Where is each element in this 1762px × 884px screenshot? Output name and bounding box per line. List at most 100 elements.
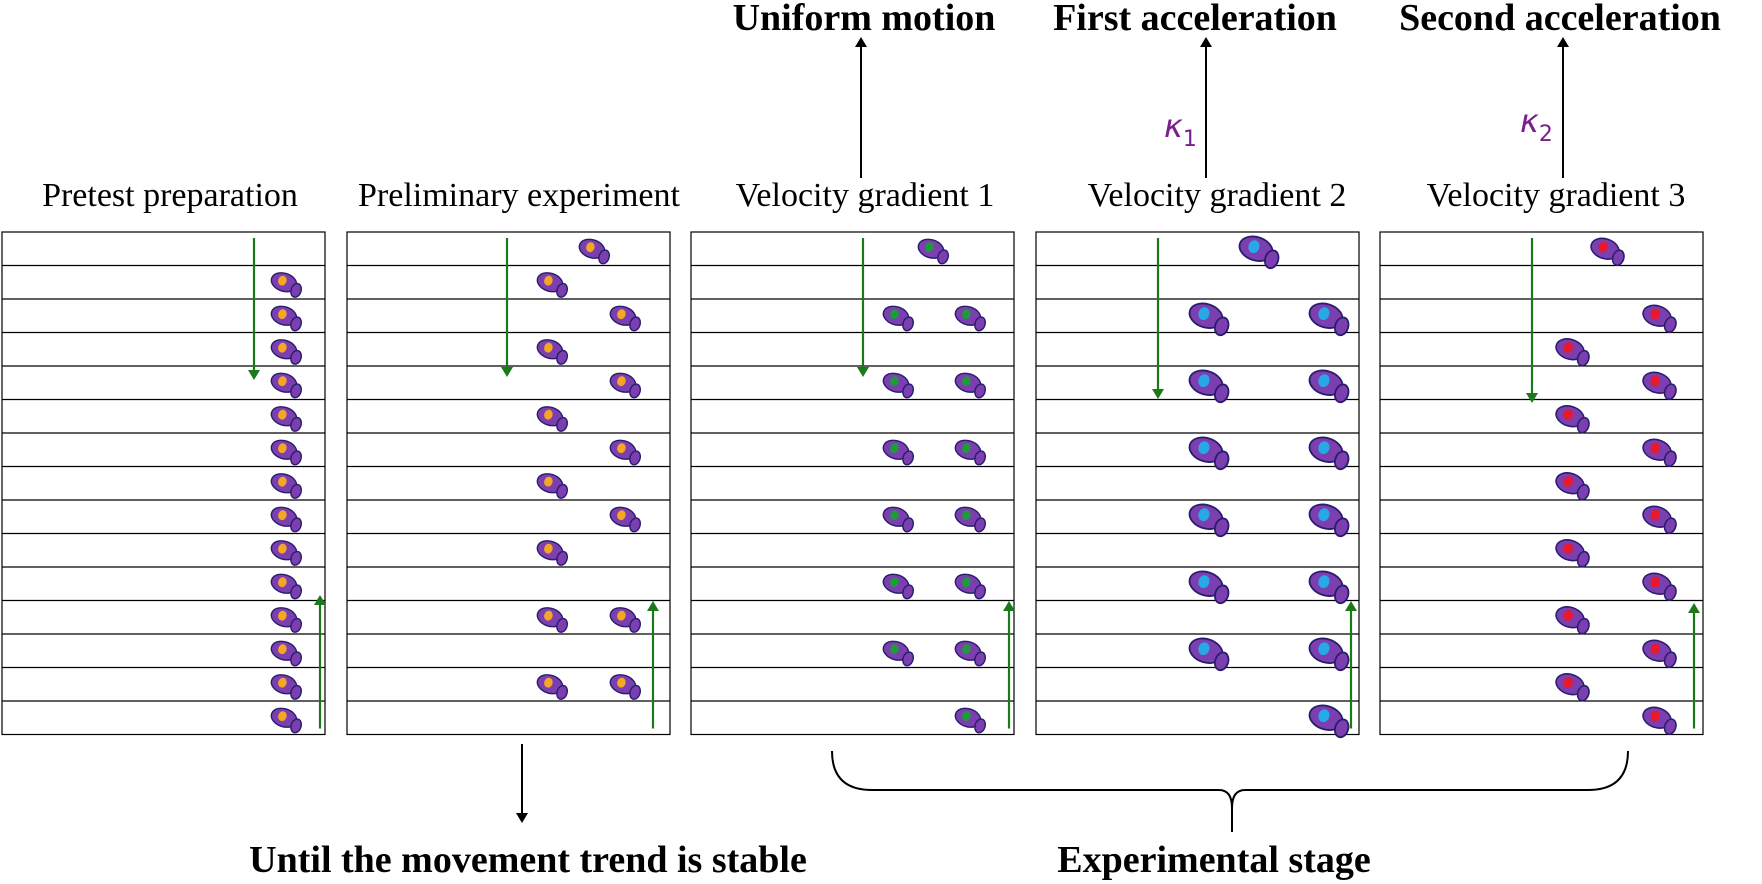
fish-marker (962, 644, 971, 655)
panel-velocity-2 (1035, 231, 1360, 739)
fish-icon (270, 540, 303, 566)
fish-icon (1238, 235, 1280, 270)
panel-title-velocity-2: Velocity gradient 2 (1088, 177, 1347, 214)
fish-marker (617, 376, 626, 387)
fish-icon (270, 674, 303, 700)
fish-icon (1308, 436, 1350, 471)
fish-marker (1563, 342, 1573, 353)
fish-icon (270, 305, 303, 332)
fish-marker (925, 242, 934, 253)
fish-icon (1308, 369, 1350, 404)
fish-icon (1188, 570, 1230, 605)
fish-marker (1198, 642, 1210, 656)
fish-marker (1650, 576, 1660, 588)
fish-icon (882, 372, 915, 399)
fish-icon (536, 406, 569, 432)
fish-marker (278, 342, 287, 353)
fish-icon (609, 607, 642, 633)
fish-marker (1318, 709, 1330, 723)
kappa-1-symbol: κ (1164, 107, 1183, 145)
fish-marker (1650, 442, 1660, 454)
fish-icon (882, 439, 915, 466)
fish-marker (1198, 374, 1210, 388)
fish-icon (1642, 572, 1677, 601)
fish-icon (1188, 369, 1230, 404)
fish-marker (890, 510, 899, 521)
fish-marker (1198, 441, 1210, 455)
fish-icon (1188, 302, 1230, 337)
fish-marker (1318, 374, 1330, 388)
fish-marker (278, 309, 287, 320)
fish-marker (278, 711, 287, 722)
fish-marker (1318, 307, 1330, 321)
fish-marker (544, 677, 553, 688)
fish-marker (278, 275, 287, 286)
experimental-stage-brace (831, 750, 1629, 809)
fish-icon (270, 406, 303, 432)
kappa-1-label: κ1 (1164, 107, 1197, 152)
fish-marker (890, 443, 899, 454)
fish-icon (1642, 505, 1677, 534)
fish-marker (544, 275, 553, 286)
fish-marker (617, 610, 626, 621)
fish-icon (270, 506, 303, 533)
fish-marker (544, 610, 553, 621)
fish-marker (1198, 307, 1210, 321)
fish-icon (1188, 637, 1230, 672)
fish-icon (609, 674, 642, 700)
fish-icon (954, 640, 987, 667)
fish-icon (1308, 704, 1350, 739)
fish-marker (1650, 643, 1660, 655)
fish-marker (890, 644, 899, 655)
fish-icon (1555, 338, 1590, 367)
label-until-stable: Until the movement trend is stable (249, 839, 807, 881)
fish-marker (278, 510, 287, 521)
fish-marker (962, 376, 971, 387)
fish-marker (1563, 610, 1573, 621)
fish-marker (617, 677, 626, 688)
panel-title-pretest: Pretest preparation (42, 177, 298, 214)
fish-marker (1563, 677, 1573, 688)
fish-marker (1248, 240, 1260, 254)
fish-marker (544, 543, 553, 554)
fish-icon (882, 506, 915, 533)
fish-icon (578, 238, 611, 265)
fish-icon (536, 339, 569, 365)
fish-icon (882, 305, 915, 332)
fish-icon (882, 573, 915, 600)
fish-marker (890, 309, 899, 320)
fish-marker (278, 644, 287, 655)
fish-icon (536, 674, 569, 700)
fish-icon (1555, 673, 1590, 702)
fish-icon (1308, 302, 1350, 337)
fish-marker (278, 443, 287, 454)
fish-marker (617, 443, 626, 454)
panel-preliminary (346, 231, 671, 736)
fish-marker (278, 476, 287, 487)
fish-marker (890, 577, 899, 588)
fish-marker (962, 510, 971, 521)
fish-icon (270, 707, 303, 734)
fish-marker (278, 543, 287, 554)
fish-icon (270, 607, 303, 633)
panel-pretest (1, 231, 326, 736)
fish-icon (882, 640, 915, 667)
panel-velocity-3 (1379, 231, 1704, 736)
kappa-2-symbol: κ (1520, 102, 1539, 140)
fish-icon (270, 272, 303, 298)
fish-marker (1318, 575, 1330, 589)
fish-marker (962, 711, 971, 722)
fish-icon (270, 473, 303, 499)
fish-icon (1188, 436, 1230, 471)
fish-icon (954, 372, 987, 399)
fish-marker (278, 376, 287, 387)
fish-icon (270, 372, 303, 399)
fish-icon (954, 506, 987, 533)
fish-marker (278, 610, 287, 621)
fish-icon (917, 238, 950, 265)
fish-icon (1642, 706, 1677, 735)
fish-marker (890, 376, 899, 387)
fish-icon (270, 640, 303, 667)
panel-title-velocity-1: Velocity gradient 1 (736, 177, 995, 214)
fish-icon (1642, 304, 1677, 333)
